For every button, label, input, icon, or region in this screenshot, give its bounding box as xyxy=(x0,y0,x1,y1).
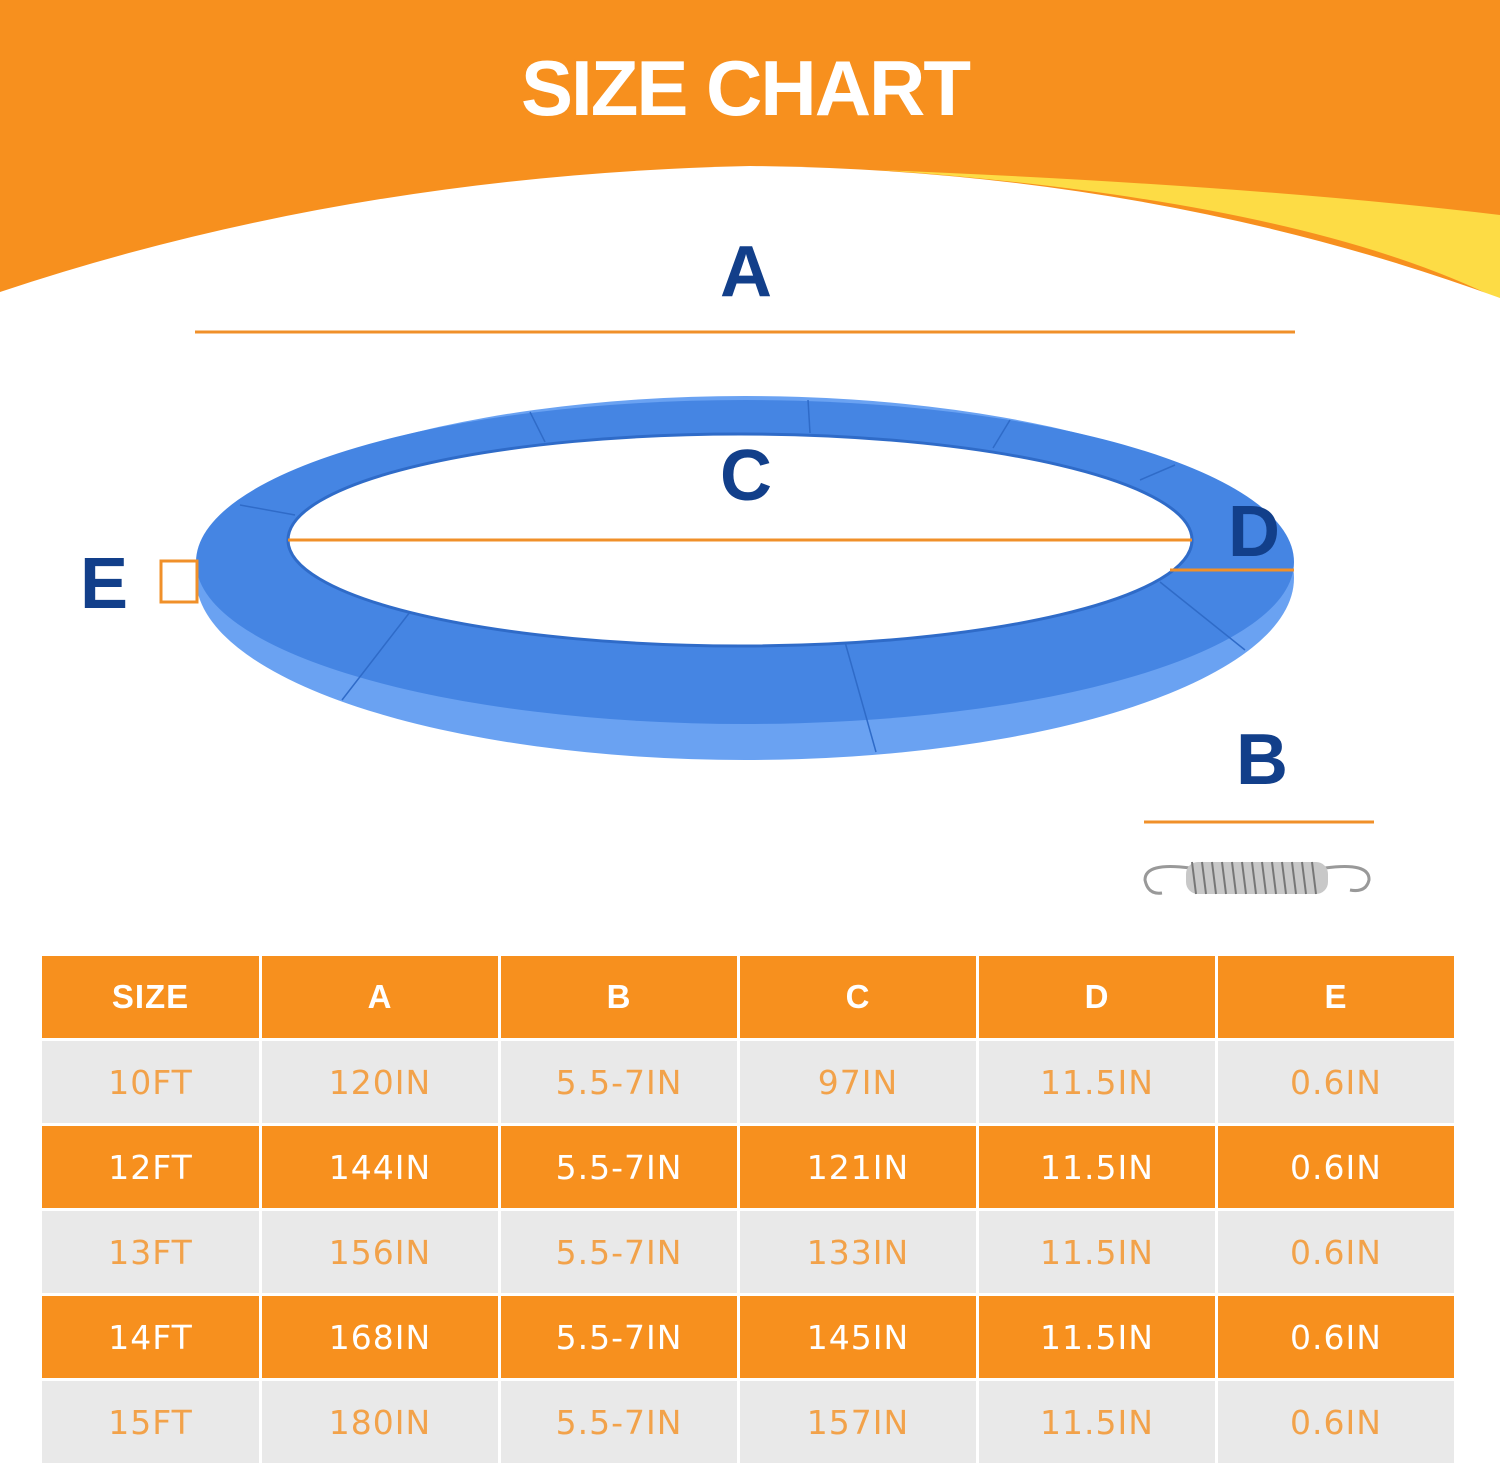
header-e: E xyxy=(1218,956,1454,1038)
cell-e: 0.6IN xyxy=(1218,1381,1454,1463)
cell-e: 0.6IN xyxy=(1218,1296,1454,1378)
cell-size: 12FT xyxy=(42,1126,259,1208)
cell-c: 157IN xyxy=(740,1381,976,1463)
label-d: D xyxy=(1228,492,1280,572)
cell-b: 5.5-7IN xyxy=(501,1296,737,1378)
cell-e: 0.6IN xyxy=(1218,1211,1454,1293)
label-c: C xyxy=(720,436,772,516)
header-a: A xyxy=(262,956,498,1038)
cell-size: 15FT xyxy=(42,1381,259,1463)
cell-a: 156IN xyxy=(262,1211,498,1293)
cell-e: 0.6IN xyxy=(1218,1041,1454,1123)
cell-b: 5.5-7IN xyxy=(501,1126,737,1208)
cell-b: 5.5-7IN xyxy=(501,1381,737,1463)
cell-d: 11.5IN xyxy=(979,1211,1215,1293)
cell-c: 97IN xyxy=(740,1041,976,1123)
size-table: SIZE A B C D E 10FT 120IN 5.5-7IN 97IN 1… xyxy=(39,953,1457,1466)
header-c: C xyxy=(740,956,976,1038)
cell-b: 5.5-7IN xyxy=(501,1211,737,1293)
label-e: E xyxy=(80,544,129,624)
cell-e: 0.6IN xyxy=(1218,1126,1454,1208)
header-size: SIZE xyxy=(42,956,259,1038)
spring-icon xyxy=(1143,861,1371,895)
table-row: 12FT 144IN 5.5-7IN 121IN 11.5IN 0.6IN xyxy=(42,1126,1454,1208)
cell-size: 10FT xyxy=(42,1041,259,1123)
cell-d: 11.5IN xyxy=(979,1041,1215,1123)
cell-c: 145IN xyxy=(740,1296,976,1378)
cell-a: 168IN xyxy=(262,1296,498,1378)
diagram-art: SIZE CHART xyxy=(0,0,1500,895)
banner-yellow-swoosh xyxy=(880,170,1500,300)
cell-a: 180IN xyxy=(262,1381,498,1463)
table-header-row: SIZE A B C D E xyxy=(42,956,1454,1038)
dimension-box-e xyxy=(159,559,199,604)
title-text: SIZE CHART xyxy=(521,44,970,132)
cell-d: 11.5IN xyxy=(979,1126,1215,1208)
label-a: A xyxy=(720,232,772,312)
cell-d: 11.5IN xyxy=(979,1381,1215,1463)
cell-c: 133IN xyxy=(740,1211,976,1293)
ring-seams xyxy=(239,399,1246,753)
cell-size: 14FT xyxy=(42,1296,259,1378)
label-b: B xyxy=(1236,720,1288,800)
table-row: 13FT 156IN 5.5-7IN 133IN 11.5IN 0.6IN xyxy=(42,1211,1454,1293)
cell-d: 11.5IN xyxy=(979,1296,1215,1378)
cell-a: 144IN xyxy=(262,1126,498,1208)
cell-b: 5.5-7IN xyxy=(501,1041,737,1123)
cell-size: 13FT xyxy=(42,1211,259,1293)
table-row: 14FT 168IN 5.5-7IN 145IN 11.5IN 0.6IN xyxy=(42,1296,1454,1378)
table-row: 15FT 180IN 5.5-7IN 157IN 11.5IN 0.6IN xyxy=(42,1381,1454,1463)
table-row: 10FT 120IN 5.5-7IN 97IN 11.5IN 0.6IN xyxy=(42,1041,1454,1123)
cell-a: 120IN xyxy=(262,1041,498,1123)
header-d: D xyxy=(979,956,1215,1038)
header-b: B xyxy=(501,956,737,1038)
cell-c: 121IN xyxy=(740,1126,976,1208)
